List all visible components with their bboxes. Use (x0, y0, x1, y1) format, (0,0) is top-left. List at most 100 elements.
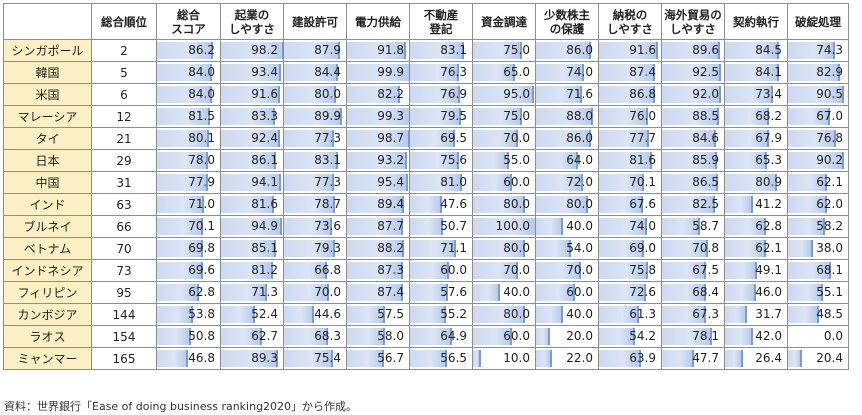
score-value: 84.4 (314, 65, 341, 79)
score-value: 73.4 (755, 87, 782, 101)
ranking-table: 総合順位 総合 スコア 起業の しやすさ 建設許可 電力供給 不動産 登記 資金調達 少数株主 の保護… (3, 3, 849, 370)
score-value: 78.1 (692, 329, 719, 343)
score-value: 62.8 (755, 219, 782, 233)
score-cell: 78.7 (283, 193, 347, 216)
score-bar (284, 284, 330, 301)
score-bar (410, 306, 447, 323)
score-bar (599, 42, 658, 59)
score-bar (284, 196, 335, 213)
score-bar (221, 196, 274, 213)
score-cell: 89.3 (220, 347, 284, 370)
score-cell: 70.8 (661, 237, 725, 260)
score-bar (536, 152, 578, 169)
country-label: フィリピン (3, 281, 92, 304)
score-cell: 76.0 (598, 105, 662, 128)
score-bar (157, 64, 212, 81)
score-value: 77.9 (188, 175, 215, 189)
country-label: 米国 (3, 83, 92, 106)
score-cell: 68.1 (787, 259, 849, 282)
score-bar (725, 350, 744, 367)
score-value: 75.0 (503, 109, 530, 123)
score-value: 83.3 (251, 109, 278, 123)
country-label: 中国 (3, 171, 92, 194)
table-row: マレーシア 12 81.5 83.3 89.9 99.3 79.5 75.0 88.0 76.0 8… (3, 105, 849, 128)
score-bar (473, 196, 525, 213)
score-bar (473, 152, 510, 169)
score-cell: 74.3 (787, 39, 849, 62)
overall-rank: 95 (91, 281, 157, 304)
score-value: 69.0 (629, 241, 656, 255)
score-cell: 44.6 (283, 303, 347, 326)
score-cell: 86.0 (535, 127, 599, 150)
column-header: 不動産 登記 (409, 3, 473, 40)
score-bar (788, 130, 837, 147)
score-cell: 70.1 (156, 215, 221, 238)
score-bar (536, 306, 563, 323)
score-cell: 89.9 (283, 105, 347, 128)
score-value: 78.0 (188, 153, 215, 167)
header-row: 総合順位 総合 スコア 起業の しやすさ 建設許可 電力供給 不動産 登記 資金調達 少数株主 の保護… (3, 3, 849, 40)
score-cell: 57.5 (346, 303, 410, 326)
score-value: 54.2 (629, 329, 656, 343)
score-value: 69.5 (440, 131, 467, 145)
score-value: 62.7 (251, 329, 278, 343)
score-bar (599, 108, 649, 125)
score-cell: 82.5 (661, 193, 725, 216)
score-value: 70.0 (503, 263, 530, 277)
score-value: 74.3 (816, 43, 843, 57)
score-value: 62.1 (755, 241, 782, 255)
score-value: 90.2 (816, 153, 843, 167)
score-bar (725, 174, 778, 191)
table-row: シンガポール 2 86.2 98.2 87.9 91.8 83.1 75.0 86.0 91.6 8… (3, 39, 849, 62)
score-bar (221, 42, 283, 59)
score-bar (284, 86, 336, 103)
country-label: 韓国 (3, 61, 92, 84)
score-bar (157, 306, 193, 323)
score-cell: 69.0 (598, 237, 662, 260)
score-cell: 86.1 (220, 149, 284, 172)
score-cell: 80.9 (724, 171, 788, 194)
score-value: 86.0 (566, 43, 593, 57)
score-bar (599, 306, 639, 323)
score-cell: 95.4 (346, 171, 410, 194)
score-cell: 80.0 (283, 83, 347, 106)
score-cell: 86.0 (535, 39, 599, 62)
score-cell: 88.2 (346, 237, 410, 260)
overall-rank: 2 (91, 39, 157, 62)
column-header: 海外貿易の しやすさ (661, 3, 725, 40)
score-bar (725, 42, 780, 59)
score-value: 76.8 (816, 131, 843, 145)
score-bar (157, 196, 204, 213)
score-value: 84.5 (755, 43, 782, 57)
score-cell: 89.6 (661, 39, 725, 62)
score-bar (536, 64, 584, 81)
score-cell: 20.4 (787, 347, 849, 370)
score-cell: 69.5 (409, 127, 473, 150)
score-cell: 75.8 (598, 259, 662, 282)
score-cell: 60.0 (472, 171, 536, 194)
score-cell: 93.2 (346, 149, 410, 172)
score-value: 87.3 (377, 263, 404, 277)
score-value: 80.9 (755, 175, 782, 189)
overall-rank: 66 (91, 215, 157, 238)
score-cell: 98.7 (346, 127, 410, 150)
score-value: 84.0 (188, 87, 215, 101)
overall-rank: 12 (91, 105, 157, 128)
score-cell: 100.0 (472, 215, 536, 238)
score-bar (536, 328, 551, 345)
score-cell: 62.8 (156, 281, 221, 304)
score-cell: 10.0 (472, 347, 536, 370)
score-value: 40.0 (566, 219, 593, 233)
table-row: インドネシア 73 69.6 81.2 66.8 87.3 60.0 70.0 70.0 75.8… (3, 259, 849, 282)
score-bar (536, 262, 582, 279)
table-row: 中国 31 77.9 94.1 77.3 95.4 81.0 60.0 72.0 70.1 86.5… (3, 171, 849, 194)
score-cell: 58.0 (346, 325, 410, 348)
score-cell: 99.3 (346, 105, 410, 128)
score-cell: 68.2 (724, 105, 788, 128)
score-cell: 56.5 (409, 347, 473, 370)
score-cell: 81.5 (156, 105, 221, 128)
score-value: 65.3 (755, 153, 782, 167)
score-bar (221, 240, 276, 257)
score-bar (410, 152, 459, 169)
column-header: 総合順位 (91, 3, 157, 40)
